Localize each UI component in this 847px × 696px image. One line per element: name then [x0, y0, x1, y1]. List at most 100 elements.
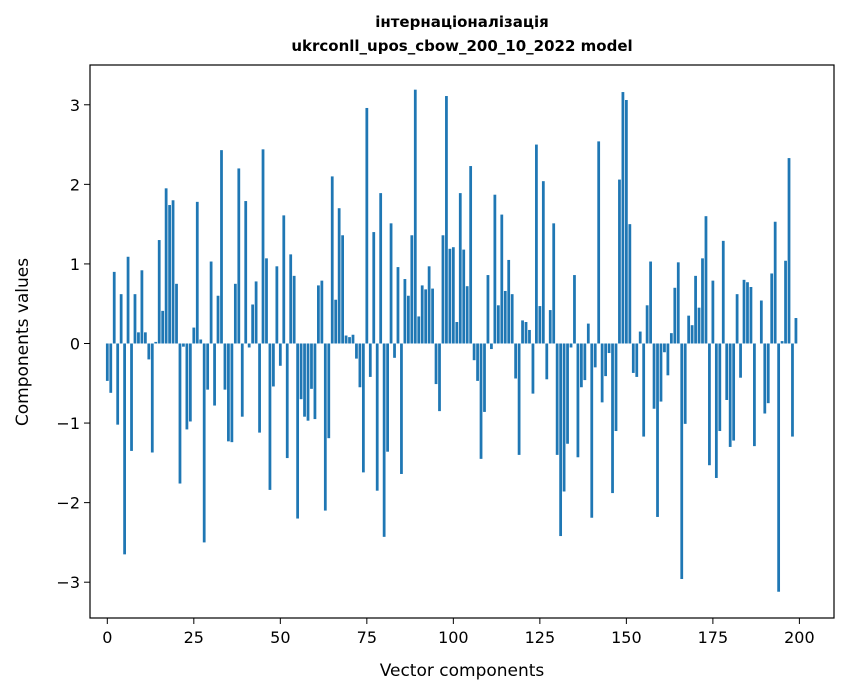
bar-component-9 [137, 332, 140, 344]
bar-component-58 [306, 343, 310, 421]
bar-component-99 [448, 248, 452, 344]
x-tick-label: 175 [698, 628, 729, 647]
bar-component-0 [105, 343, 109, 381]
bar-component-190 [763, 343, 767, 414]
bar-component-4 [119, 294, 123, 344]
bar-component-155 [642, 343, 646, 437]
bar-component-177 [718, 343, 722, 432]
bar-component-76 [368, 343, 372, 377]
bar-component-7 [130, 343, 133, 451]
bar-component-47 [268, 343, 272, 490]
bar-component-111 [490, 343, 493, 350]
bar-component-29 [206, 343, 210, 390]
bar-component-40 [244, 201, 248, 344]
bar-component-43 [254, 281, 258, 344]
x-axis-ticks: 0 25 50 75 100 125 150 175 200 [102, 618, 815, 647]
y-axis-ticks: −3 −2 −1 0 1 2 3 [56, 96, 90, 592]
bar-component-22 [182, 343, 185, 347]
bar-component-13 [150, 343, 154, 453]
bar-component-197 [787, 158, 791, 344]
bar-component-128 [548, 310, 552, 344]
bar-component-49 [275, 266, 279, 344]
bar-component-134 [569, 343, 573, 348]
bar-component-151 [628, 224, 632, 344]
bar-component-124 [535, 144, 538, 344]
bar-component-52 [285, 343, 289, 459]
y-tick-label: −1 [56, 414, 80, 433]
bar-component-154 [638, 331, 642, 344]
bar-component-159 [656, 343, 659, 517]
bar-component-96 [438, 343, 441, 412]
bar-component-51 [282, 215, 286, 344]
bar-component-61 [317, 285, 320, 344]
bar-component-198 [791, 343, 794, 437]
x-tick-label: 100 [438, 628, 469, 647]
bar-component-74 [361, 343, 365, 473]
bar-component-156 [645, 305, 649, 344]
bar-component-100 [451, 247, 455, 344]
bar-component-18 [168, 205, 171, 344]
bar-component-173 [704, 216, 708, 344]
bar-component-137 [580, 343, 583, 388]
bar-component-83 [393, 343, 396, 358]
bar-component-130 [555, 343, 559, 455]
bar-component-38 [237, 168, 241, 344]
bar-component-183 [739, 343, 742, 378]
bar-component-1 [109, 343, 113, 393]
bar-component-90 [417, 316, 421, 344]
bar-component-123 [531, 343, 535, 394]
bar-component-170 [694, 275, 697, 344]
y-tick-label: 0 [70, 334, 80, 353]
bar-component-60 [313, 343, 317, 420]
bar-component-35 [227, 343, 230, 442]
x-tick-label: 150 [611, 628, 642, 647]
bar-component-54 [292, 275, 296, 344]
bar-component-107 [476, 343, 479, 381]
bar-component-141 [593, 343, 597, 368]
bar-component-70 [348, 337, 351, 344]
bar-component-176 [714, 343, 718, 478]
y-tick-label: 1 [70, 255, 80, 274]
bar-component-169 [690, 325, 694, 344]
bar-component-48 [272, 343, 275, 387]
bar-component-75 [365, 107, 369, 344]
bar-component-115 [503, 290, 507, 344]
bar-component-174 [708, 343, 711, 466]
bar-component-105 [469, 166, 473, 344]
bar-component-6 [126, 256, 130, 344]
bar-component-172 [701, 258, 704, 344]
bar-component-2 [112, 271, 116, 344]
bar-component-46 [265, 258, 268, 344]
bar-component-33 [220, 150, 223, 344]
chart-title-line1: інтернаціоналізація [375, 13, 549, 31]
bar-component-10 [140, 270, 144, 344]
bar-component-175 [711, 280, 715, 344]
bar-component-138 [583, 343, 587, 381]
bar-component-42 [251, 304, 255, 344]
bar-component-143 [600, 343, 604, 403]
bar-component-55 [296, 343, 300, 519]
bar-component-80 [382, 343, 386, 537]
bar-component-122 [528, 329, 531, 344]
x-axis-label: Vector components [380, 661, 545, 681]
bar-component-95 [434, 343, 438, 385]
bar-component-181 [732, 343, 736, 441]
y-tick-label: −3 [56, 573, 80, 592]
bar-component-114 [500, 214, 504, 344]
bar-component-165 [676, 262, 680, 344]
bar-component-3 [116, 343, 120, 425]
bar-component-147 [614, 343, 618, 432]
bar-component-139 [586, 323, 590, 344]
bar-component-150 [624, 100, 628, 344]
bar-component-86 [403, 279, 407, 344]
y-tick-label: 2 [70, 175, 80, 194]
bar-component-186 [749, 287, 753, 344]
bar-component-94 [431, 288, 434, 344]
bar-component-162 [666, 343, 670, 376]
bar-component-164 [673, 287, 677, 344]
bar-component-73 [358, 343, 362, 388]
bar-component-28 [202, 343, 206, 543]
bar-component-117 [510, 294, 514, 344]
bar-component-62 [320, 280, 324, 344]
bar-component-91 [420, 285, 424, 344]
